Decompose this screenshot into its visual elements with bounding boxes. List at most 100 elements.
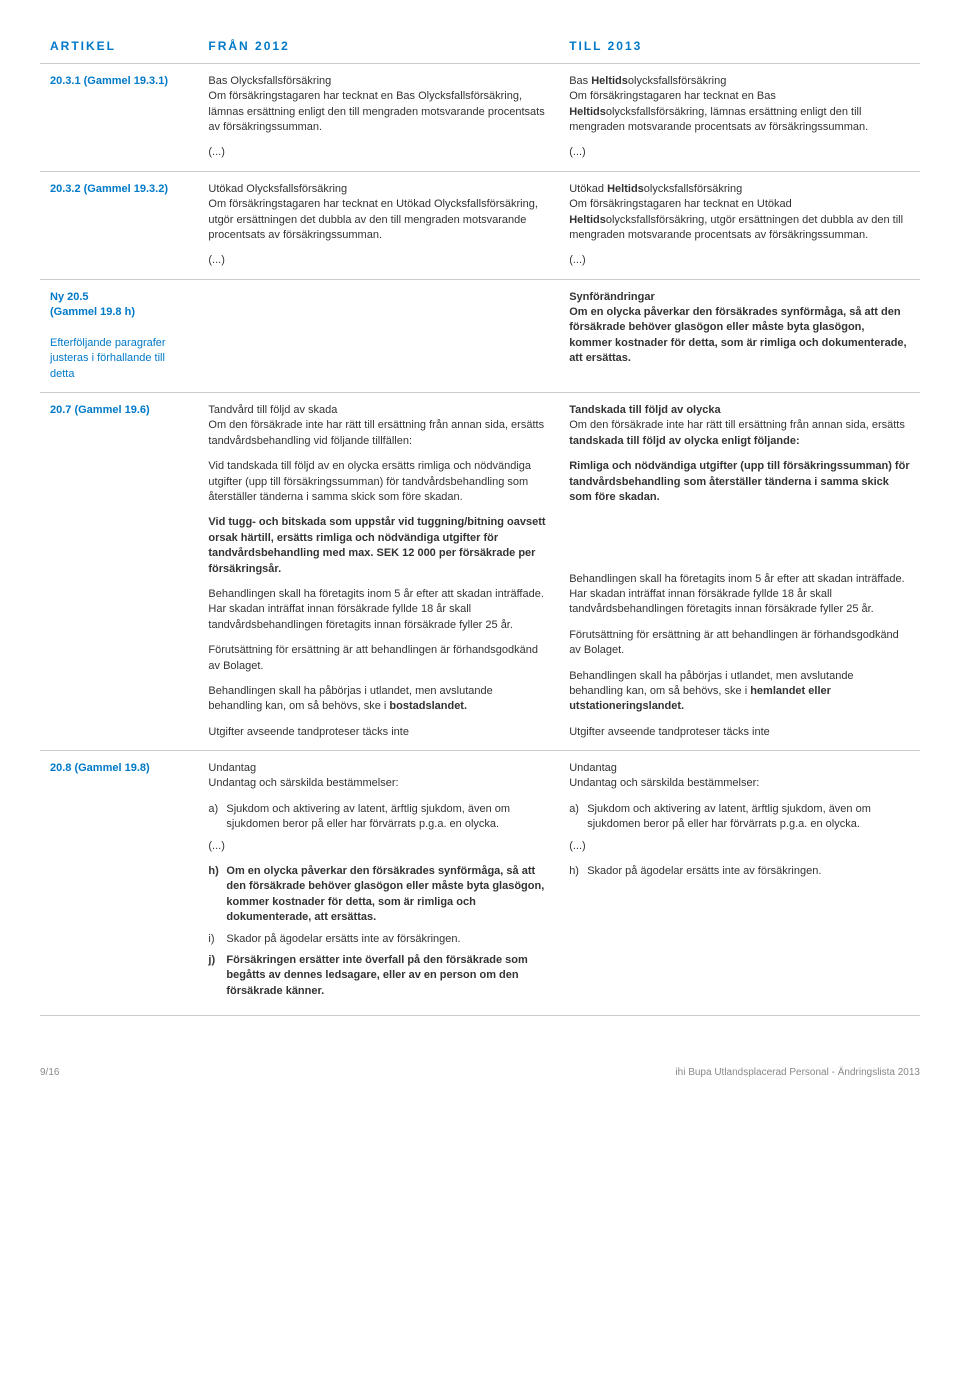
ellipsis: (...) [208, 839, 549, 854]
col-from-header: FRÅN 2012 [198, 30, 559, 63]
para-body-bold: Heltids [569, 106, 606, 118]
from-cell: Undantag Undantag och särskilda bestämmel… [198, 751, 559, 1016]
para-body-part: olycksfallsförsäkring, utgör ersättninge… [569, 214, 903, 241]
para-title: Utökad Olycksfallsförsäkring [208, 183, 347, 195]
list-label: a) [208, 802, 226, 833]
artikel-cell: Ny 20.5 (Gammel 19.8 h) Efterföljande pa… [40, 279, 198, 392]
list-item: i)Skador på ägodelar ersätts inte av för… [208, 932, 549, 947]
from-cell: Bas Olycksfallsförsäkring Om försäkringst… [198, 63, 559, 171]
list-text: Skador på ägodelar ersätts inte av försä… [587, 864, 910, 879]
list-item: a)Sjukdom och aktivering av latent, ärft… [208, 802, 549, 833]
para-body: Undantag och särskilda bestämmelser: [569, 777, 759, 789]
ellipsis: (...) [208, 145, 549, 160]
artikel-cell: 20.3.2 (Gammel 19.3.2) [40, 171, 198, 279]
para-body: Om försäkringstagaren har tecknat en Bas… [208, 90, 544, 133]
list-item: h)Om en olycka påverkar den försäkrades … [208, 864, 549, 926]
para-title: Undantag [208, 762, 256, 774]
to-cell: Undantag Undantag och särskilda bestämmel… [559, 751, 920, 1016]
list-label: h) [569, 864, 587, 879]
list-text: Sjukdom och aktivering av latent, ärftli… [226, 802, 549, 833]
para-title: Bas Olycksfallsförsäkring [208, 75, 331, 87]
from-cell: Utökad Olycksfallsförsäkring Om försäkrin… [198, 171, 559, 279]
list-text: Om en olycka påverkar den försäkrades sy… [226, 864, 549, 926]
paragraph: Bas HeltidsolycksfallsförsäkringOm försä… [569, 74, 910, 136]
para-bold: bostadslandet. [389, 700, 467, 712]
list-item: a)Sjukdom och aktivering av latent, ärft… [569, 802, 910, 833]
paragraph-bold: Vid tugg- och bitskada som uppstår vid t… [208, 515, 549, 577]
to-cell: SynförändringarOm en olycka påverkar den… [559, 279, 920, 392]
para-body-part: Om försäkringstagaren har tecknat en Bas [569, 90, 776, 102]
para-title: Tandvård till följd av skada [208, 404, 337, 416]
paragraph: Förutsättning för ersättning är att beha… [208, 643, 549, 674]
artikel-line1: Ny 20.5 [50, 290, 188, 305]
paragraph: Undantag Undantag och särskilda bestämmel… [208, 761, 549, 792]
col-artikel-header: ARTIKEL [40, 30, 198, 63]
page-footer: 9/16 ihi Bupa Utlandsplacerad Personal -… [0, 1046, 960, 1100]
table-row: Ny 20.5 (Gammel 19.8 h) Efterföljande pa… [40, 279, 920, 392]
para-body: Undantag och särskilda bestämmelser: [208, 777, 398, 789]
para-body: Om den försäkrade inte har rätt till ers… [208, 419, 544, 446]
table-row: 20.7 (Gammel 19.6) Tandvård till följd a… [40, 393, 920, 751]
paragraph: Utgifter avseende tandproteser täcks int… [569, 725, 910, 740]
paragraph: Utgifter avseende tandproteser täcks int… [208, 725, 549, 740]
page: ARTIKEL FRÅN 2012 TILL 2013 20.3.1 (Gamm… [0, 0, 960, 1046]
para-title: Tandskada till följd av olycka [569, 404, 720, 416]
paragraph: Rimliga och nödvändiga utgifter (upp til… [569, 459, 910, 505]
to-cell: Bas HeltidsolycksfallsförsäkringOm försä… [559, 63, 920, 171]
ellipsis: (...) [208, 253, 549, 268]
paragraph: Vid tandskada till följd av en olycka er… [208, 459, 549, 505]
paragraph: SynförändringarOm en olycka påverkar den… [569, 290, 910, 367]
para-body-bold: Heltids [569, 214, 606, 226]
paragraph: Utökad HeltidsolycksfallsförsäkringOm fö… [569, 182, 910, 244]
to-cell: Tandskada till följd av olycka Om den för… [559, 393, 920, 751]
paragraph: Undantag Undantag och särskilda bestämmel… [569, 761, 910, 792]
paragraph: Behandlingen skall ha påbörjas i utlande… [569, 669, 910, 715]
table-row: 20.3.2 (Gammel 19.3.2) Utökad Olycksfall… [40, 171, 920, 279]
para-body-part: Om försäkringstagaren har tecknat en Utö… [569, 198, 792, 210]
list-text: Skador på ägodelar ersätts inte av försä… [226, 932, 549, 947]
para-body-bold: tandskada till följd av olycka enligt fö… [569, 435, 799, 447]
paragraph: Bas Olycksfallsförsäkring Om försäkringst… [208, 74, 549, 136]
table-row: 20.3.1 (Gammel 19.3.1) Bas Olycksfallsfö… [40, 63, 920, 171]
from-cell [198, 279, 559, 392]
para-title: Synförändringar [569, 291, 655, 303]
para-title-part: olycksfallsförsäkring [644, 183, 742, 195]
page-number: 9/16 [40, 1066, 59, 1080]
para-body-part: Om den försäkrade inte har rätt till ers… [569, 419, 905, 431]
list-item: j)Försäkringen ersätter inte överfall på… [208, 953, 549, 999]
para-title: Undantag [569, 762, 617, 774]
list-label: j) [208, 953, 226, 999]
to-cell: Utökad HeltidsolycksfallsförsäkringOm fö… [559, 171, 920, 279]
artikel-cell: 20.7 (Gammel 19.6) [40, 393, 198, 751]
from-cell: Tandvård till följd av skada Om den försä… [198, 393, 559, 751]
list-text: Försäkringen ersätter inte överfall på d… [226, 953, 549, 999]
artikel-line2: (Gammel 19.8 h) [50, 305, 188, 320]
artikel-cell: 20.3.1 (Gammel 19.3.1) [40, 63, 198, 171]
footer-title: ihi Bupa Utlandsplacerad Personal - Ändr… [675, 1066, 920, 1080]
paragraph: Behandlingen skall ha företagits inom 5 … [569, 572, 910, 618]
paragraph: Tandskada till följd av olycka Om den för… [569, 403, 910, 449]
comparison-table: ARTIKEL FRÅN 2012 TILL 2013 20.3.1 (Gamm… [40, 30, 920, 1016]
ellipsis: (...) [569, 839, 910, 854]
artikel-note: Efterföljande paragrafer justeras i förh… [50, 337, 166, 380]
paragraph: Behandlingen skall ha påbörjas i utlande… [208, 684, 549, 715]
para-bold: Rimliga och nödvändiga utgifter (upp til… [569, 460, 909, 503]
para-title-part: Utökad [569, 183, 607, 195]
paragraph: Förutsättning för ersättning är att beha… [569, 628, 910, 659]
para-body-part: olycksfallsförsäkring, lämnas ersättning… [569, 106, 868, 133]
ellipsis: (...) [569, 253, 910, 268]
list-label: i) [208, 932, 226, 947]
para-title-bold: Heltids [591, 75, 628, 87]
table-header-row: ARTIKEL FRÅN 2012 TILL 2013 [40, 30, 920, 63]
list-text: Sjukdom och aktivering av latent, ärftli… [587, 802, 910, 833]
col-to-header: TILL 2013 [559, 30, 920, 63]
paragraph: Tandvård till följd av skada Om den försä… [208, 403, 549, 449]
para-title-bold: Heltids [607, 183, 644, 195]
para-body: Om försäkringstagaren har tecknat en Utö… [208, 198, 538, 241]
list-item: h)Skador på ägodelar ersätts inte av för… [569, 864, 910, 879]
artikel-cell: 20.8 (Gammel 19.8) [40, 751, 198, 1016]
paragraph: Utökad Olycksfallsförsäkring Om försäkrin… [208, 182, 549, 244]
table-row: 20.8 (Gammel 19.8) Undantag Undantag och … [40, 751, 920, 1016]
para-title-part: Bas [569, 75, 591, 87]
ellipsis: (...) [569, 145, 910, 160]
